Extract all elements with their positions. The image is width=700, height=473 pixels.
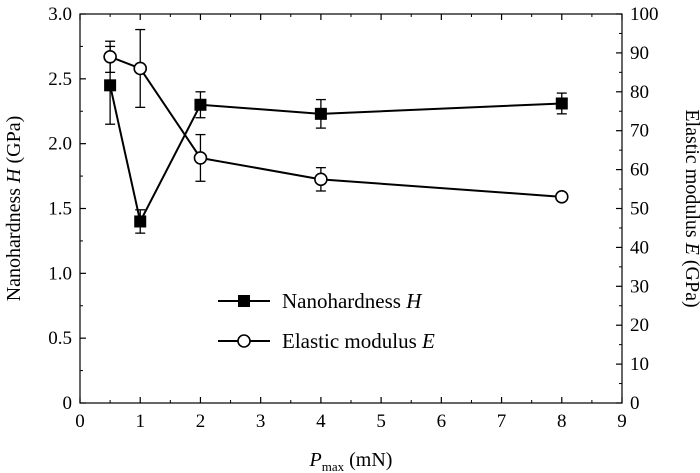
x-tick-label: 5: [376, 411, 386, 432]
y-left-tick-label: 1.5: [48, 199, 72, 220]
y-right-tick-label: 20: [630, 315, 649, 336]
series-line-modulus: [109, 55, 562, 198]
legend-label-text: Nanohardness: [282, 289, 406, 313]
legend-label-text: Elastic modulus: [282, 329, 422, 353]
legend-label-var: E: [421, 329, 435, 353]
y-left-axis-title-text: Nanohardness: [3, 183, 25, 301]
x-tick-label: 6: [437, 411, 447, 432]
data-point-circle: [103, 49, 117, 64]
y-right-tick-label: 90: [630, 43, 649, 64]
y-right-tick-label: 50: [630, 199, 649, 220]
legend-label: Elastic modulus E: [282, 329, 435, 353]
data-point-square: [194, 98, 207, 111]
y-right-tick-label: 60: [630, 160, 649, 181]
data-point-square: [555, 97, 568, 110]
y-left-tick-label: 2.0: [48, 134, 72, 155]
data-point-square: [134, 215, 147, 228]
y-right-axis-title-text: Elastic modulus: [681, 109, 700, 242]
data-point-circle: [133, 61, 148, 76]
y-right-tick-label: 0: [630, 393, 640, 414]
y-right-tick-label: 80: [630, 82, 649, 103]
x-tick-label: 9: [617, 411, 627, 432]
x-axis-title-var: P: [309, 449, 322, 471]
y-left-axis-title-var: H: [3, 167, 25, 184]
legend-marker-circle: [237, 334, 251, 348]
y-right-axis-title-unit: (GPa): [681, 255, 700, 308]
y-right-tick-label: 70: [630, 121, 649, 142]
legend-label-var: H: [405, 289, 423, 313]
x-tick-label: 2: [196, 411, 206, 432]
y-right-tick-label: 30: [630, 276, 649, 297]
data-point-square: [314, 107, 327, 120]
x-axis-title-unit: (mN): [344, 449, 392, 471]
y-right-axis-title-var: E: [681, 242, 700, 255]
y-left-axis-title-unit: (GPa): [3, 116, 25, 169]
x-tick-label: 0: [75, 411, 85, 432]
x-tick-label: 4: [316, 411, 326, 432]
data-point-circle: [193, 151, 208, 165]
legend-label: Nanohardness H: [282, 289, 423, 313]
x-tick-label: 3: [256, 411, 266, 432]
y-left-tick-label: 1.0: [48, 263, 72, 284]
y-left-tick-label: 2.5: [48, 69, 72, 90]
y-right-axis-title: Elastic modulus E (GPa): [681, 109, 700, 307]
x-tick-label: 7: [497, 411, 507, 432]
x-axis-title: Pmax (mN): [309, 449, 393, 473]
series-line-hardness: [109, 85, 562, 225]
y-right-tick-label: 100: [630, 4, 659, 25]
x-tick-label: 8: [557, 411, 567, 432]
data-point-circle: [554, 190, 569, 204]
data-point-circle: [314, 172, 328, 187]
y-left-axis-title: Nanohardness H (GPa): [3, 116, 25, 302]
legend-marker-square: [238, 295, 250, 307]
y-right-tick-label: 40: [630, 237, 649, 258]
x-tick-label: 1: [135, 411, 145, 432]
data-point-square: [104, 79, 117, 92]
y-left-tick-label: 3.0: [48, 4, 72, 25]
y-right-tick-label: 10: [630, 354, 649, 375]
y-left-tick-label: 0: [63, 393, 73, 414]
y-left-tick-label: 0.5: [48, 328, 72, 349]
x-axis-title-sub: max: [322, 459, 345, 473]
